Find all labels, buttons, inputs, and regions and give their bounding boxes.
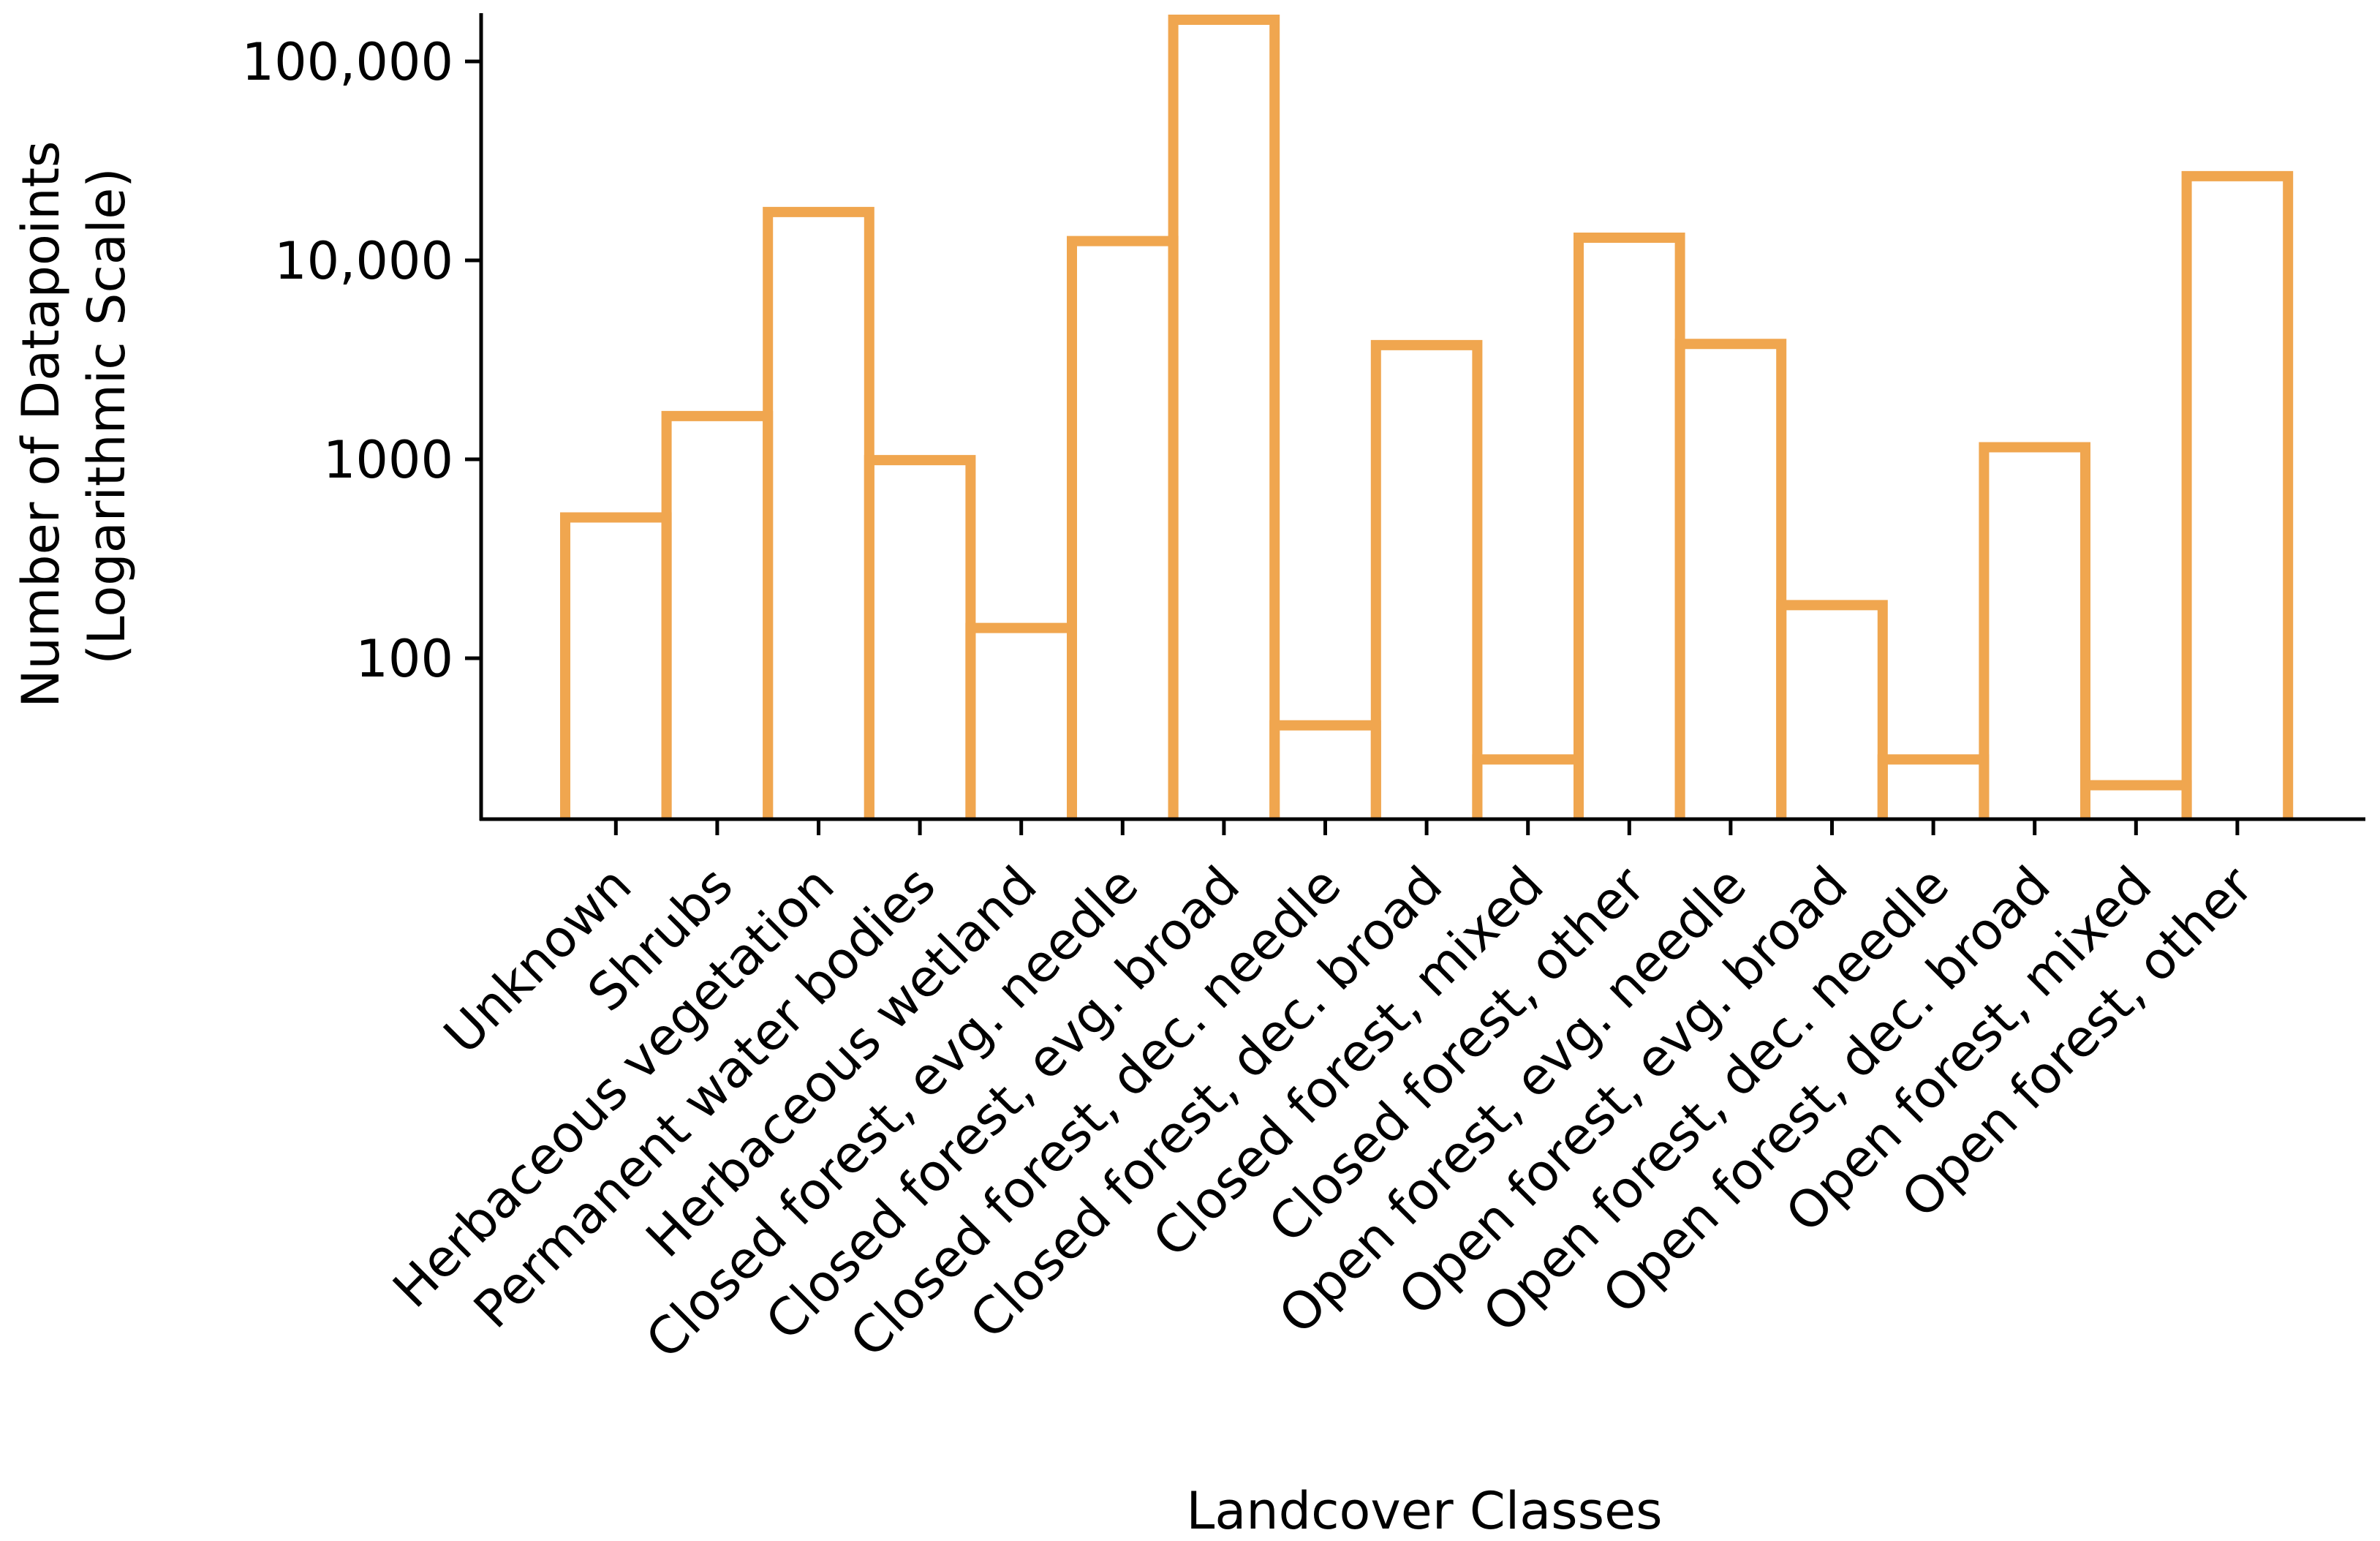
y-tick-label: 100,000 [242, 32, 453, 92]
axes-layer [479, 13, 2365, 821]
bars-layer [560, 15, 2294, 819]
bar-open-forest-dec-broad [1979, 442, 2090, 819]
bar-permanent-water-bodies [864, 455, 976, 819]
bar-open-forest-other [2181, 170, 2294, 819]
bar-open-forest-evg-broad [1776, 600, 1888, 819]
bar-open-forest-dec-needle [1877, 754, 1990, 819]
y-tick-label: 1000 [323, 430, 453, 490]
bar-shrubs [661, 410, 774, 819]
bar-closed-forest-evg-needle [1067, 236, 1179, 819]
bar-closed-forest-evg-broad [1168, 15, 1280, 819]
bar-unknown [560, 512, 672, 819]
bar-closed-forest-dec-broad [1370, 339, 1483, 819]
bar-closed-forest-mixed [1472, 754, 1584, 819]
bar-open-forest-evg-needle [1674, 339, 1787, 819]
y-ticks: 100 1000 10,000 100,000 [242, 32, 481, 689]
bar-herbaceous-vegetation [763, 206, 874, 819]
y-tick-label: 10,000 [274, 231, 453, 291]
bar-herbaceous-wetland [965, 622, 1077, 819]
bar-open-forest-mixed [2080, 780, 2192, 819]
y-axis-title-line-2: (Logarithmic Scale) [77, 167, 137, 664]
y-axis-title: Number of Datapoints (Logarithmic Scale) [11, 124, 137, 708]
bar-closed-forest-other [1574, 233, 1685, 819]
bar-closed-forest-dec-needle [1269, 720, 1381, 819]
y-tick-label: 100 [355, 629, 453, 689]
x-axis-title: Landcover Classes [1186, 1481, 1662, 1541]
y-axis-title-line-1: Number of Datapoints [11, 140, 71, 707]
